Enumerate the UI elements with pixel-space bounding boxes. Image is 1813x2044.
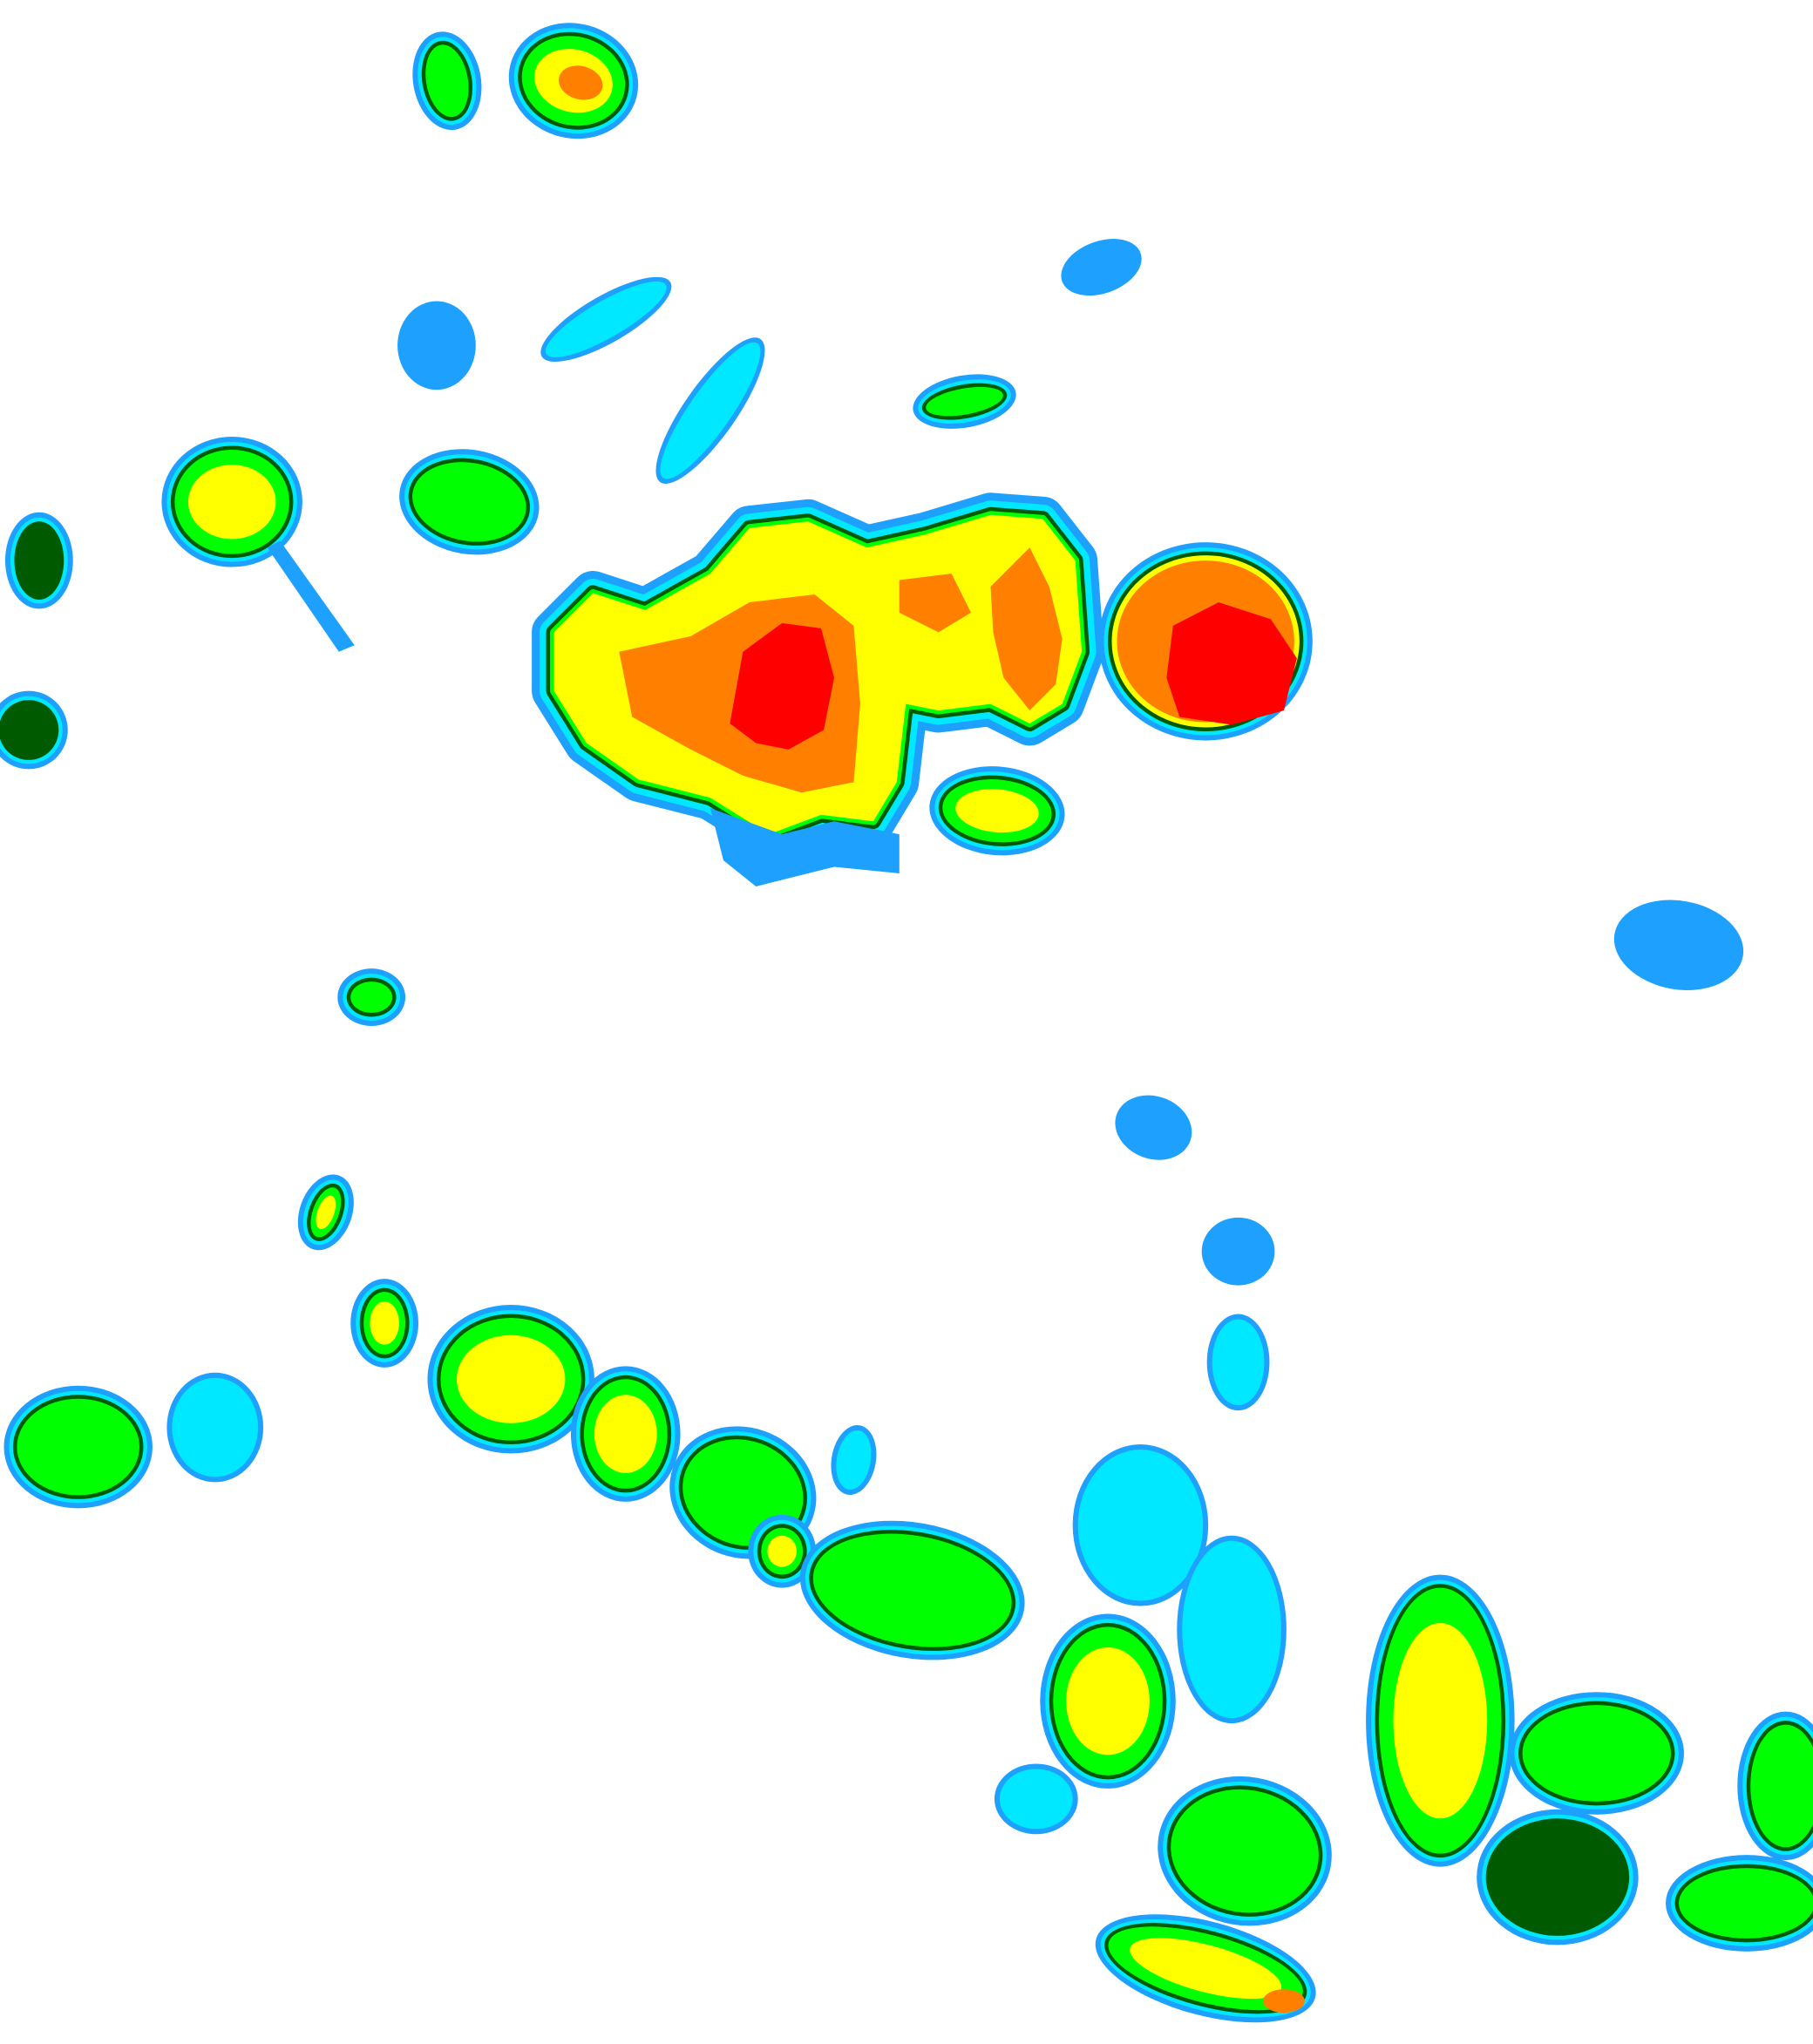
band-cell-9-level5	[1066, 1647, 1150, 1755]
storm-cells	[0, 23, 1813, 2023]
band-cell-20-level2	[836, 1429, 872, 1491]
cell-small-6-level1	[1115, 1095, 1192, 1160]
main-storm-orange-3	[990, 547, 1063, 711]
band-cell-15-level2	[1077, 1450, 1204, 1601]
cell-small-2-level1	[1061, 239, 1142, 296]
band-cell-12-level4	[1522, 1705, 1672, 1802]
band-cell-4-level4	[17, 1398, 139, 1496]
cell-edge-2-level3	[0, 700, 59, 760]
cell-west-2-level4	[412, 462, 526, 542]
cell-small-5-level2	[1212, 1319, 1265, 1406]
band-cell-2-level5	[594, 1395, 657, 1473]
cell-north-1-level6	[558, 65, 603, 100]
band-cell-3-level5	[370, 1301, 399, 1345]
streak-3-level4	[926, 386, 1003, 417]
band-cell-18-level3	[1485, 1818, 1630, 1936]
main-storm-core-red	[730, 622, 835, 750]
band-cell-5-level2	[172, 1377, 259, 1477]
cell-south-small-level5	[955, 789, 1039, 833]
band-cell-7-level5	[767, 1535, 797, 1567]
band-cell-1-level5	[456, 1334, 566, 1423]
band-cell-16-level2	[1182, 1540, 1281, 1719]
band-cell-south-orange-tip	[1262, 1989, 1305, 2013]
cell-edge-1-level3	[14, 521, 65, 600]
band-cell-10-level4	[1171, 1789, 1319, 1913]
band-cell-south-level5	[1130, 1938, 1282, 2000]
cell-east-far-level1	[1613, 900, 1744, 990]
main-storm-orange-2	[899, 574, 972, 633]
band-cell-13-level4	[1679, 1868, 1813, 1939]
band-cell-17-level2	[999, 1769, 1073, 1830]
cell-small-3-level4	[350, 981, 393, 1014]
streak-2-level2	[660, 342, 761, 479]
cell-small-4-level1	[1201, 1217, 1275, 1286]
band-cell-19-level5	[316, 1195, 336, 1230]
east-cell-core-red	[1166, 601, 1297, 725]
main-storm-fringe	[710, 808, 900, 886]
band-cell-11-level5	[1393, 1622, 1488, 1819]
band-cell-8-level4	[812, 1533, 1012, 1647]
streak-1-level2	[545, 281, 667, 357]
cell-north-2-level4	[425, 44, 469, 118]
cell-west-1-level5	[187, 465, 276, 540]
cell-west-1-tail	[267, 540, 355, 652]
cell-small-1-level1	[397, 301, 476, 390]
band-cell-14-level4	[1750, 1724, 1813, 1848]
